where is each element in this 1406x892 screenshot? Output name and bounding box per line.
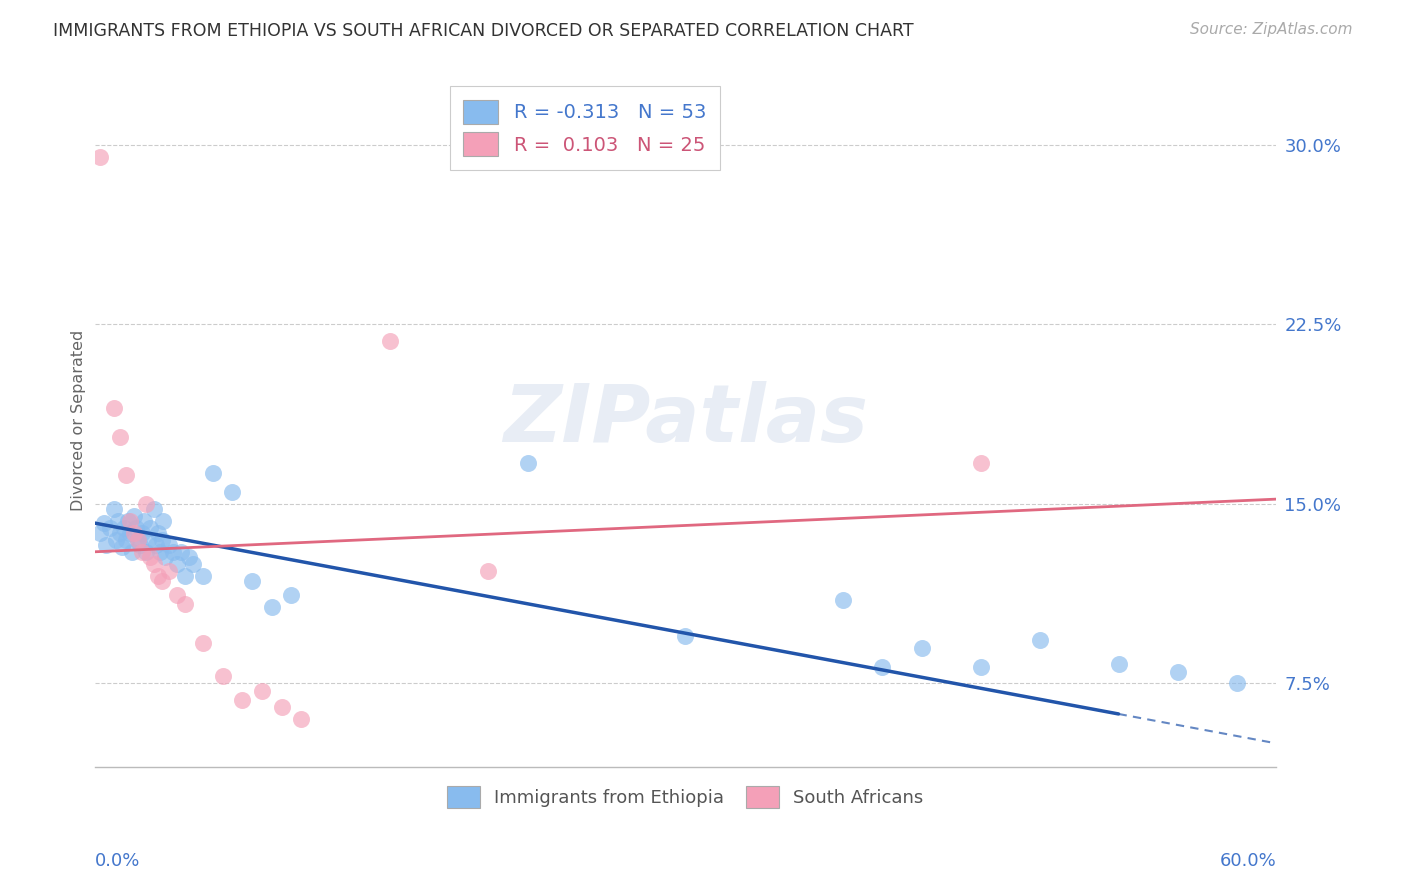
- Point: [111, 540, 134, 554]
- Point: [105, 533, 128, 547]
- Point: [89, 525, 111, 540]
- Point: [115, 533, 138, 547]
- Point: [135, 545, 157, 559]
- Point: [122, 508, 145, 523]
- Text: ZIPatlas: ZIPatlas: [503, 381, 868, 459]
- Point: [128, 538, 150, 552]
- Text: IMMIGRANTS FROM ETHIOPIA VS SOUTH AFRICAN DIVORCED OR SEPARATED CORRELATION CHAR: IMMIGRANTS FROM ETHIOPIA VS SOUTH AFRICA…: [53, 22, 914, 40]
- Point: [155, 549, 177, 564]
- Point: [136, 533, 159, 547]
- Point: [378, 334, 401, 348]
- Point: [870, 659, 893, 673]
- Point: [93, 516, 115, 530]
- Point: [131, 545, 153, 559]
- Point: [121, 545, 143, 559]
- Point: [201, 466, 224, 480]
- Point: [290, 712, 312, 726]
- Point: [191, 636, 214, 650]
- Point: [1029, 633, 1052, 648]
- Point: [211, 669, 233, 683]
- Point: [170, 545, 193, 559]
- Point: [191, 568, 214, 582]
- Point: [138, 549, 160, 564]
- Point: [122, 525, 145, 540]
- Point: [107, 514, 129, 528]
- Point: [673, 629, 696, 643]
- Point: [157, 538, 180, 552]
- Y-axis label: Divorced or Separated: Divorced or Separated: [72, 329, 86, 511]
- Point: [150, 533, 173, 547]
- Point: [166, 557, 188, 571]
- Point: [270, 700, 292, 714]
- Point: [127, 533, 149, 547]
- Point: [118, 514, 141, 528]
- Point: [108, 525, 131, 540]
- Point: [112, 521, 135, 535]
- Point: [250, 683, 273, 698]
- Point: [108, 430, 131, 444]
- Point: [103, 401, 125, 416]
- Point: [1167, 665, 1189, 679]
- Point: [132, 514, 155, 528]
- Point: [103, 501, 125, 516]
- Point: [162, 545, 184, 559]
- Point: [260, 599, 283, 614]
- Point: [477, 564, 499, 578]
- Point: [118, 525, 141, 540]
- Point: [127, 533, 149, 547]
- Point: [146, 525, 169, 540]
- Text: 60.0%: 60.0%: [1219, 852, 1277, 870]
- Point: [174, 568, 197, 582]
- Point: [174, 598, 197, 612]
- Point: [831, 592, 853, 607]
- Point: [516, 456, 538, 470]
- Point: [1108, 657, 1130, 672]
- Point: [240, 574, 263, 588]
- Point: [145, 538, 167, 552]
- Text: 0.0%: 0.0%: [94, 852, 141, 870]
- Point: [280, 588, 302, 602]
- Point: [115, 468, 138, 483]
- Point: [231, 693, 253, 707]
- Point: [89, 150, 111, 164]
- Point: [166, 588, 188, 602]
- Point: [177, 549, 200, 564]
- Point: [96, 538, 118, 552]
- Legend: Immigrants from Ethiopia, South Africans: Immigrants from Ethiopia, South Africans: [440, 779, 931, 815]
- Point: [142, 557, 165, 571]
- Point: [138, 521, 160, 535]
- Point: [970, 456, 993, 470]
- Point: [135, 497, 157, 511]
- Point: [148, 545, 170, 559]
- Point: [181, 557, 204, 571]
- Point: [970, 659, 993, 673]
- Point: [146, 568, 169, 582]
- Point: [131, 525, 153, 540]
- Point: [1226, 676, 1249, 690]
- Point: [221, 485, 243, 500]
- Point: [125, 521, 148, 535]
- Point: [142, 501, 165, 516]
- Point: [152, 514, 174, 528]
- Point: [157, 564, 180, 578]
- Point: [910, 640, 932, 655]
- Point: [150, 574, 173, 588]
- Point: [117, 514, 139, 528]
- Point: [98, 521, 121, 535]
- Text: Source: ZipAtlas.com: Source: ZipAtlas.com: [1189, 22, 1353, 37]
